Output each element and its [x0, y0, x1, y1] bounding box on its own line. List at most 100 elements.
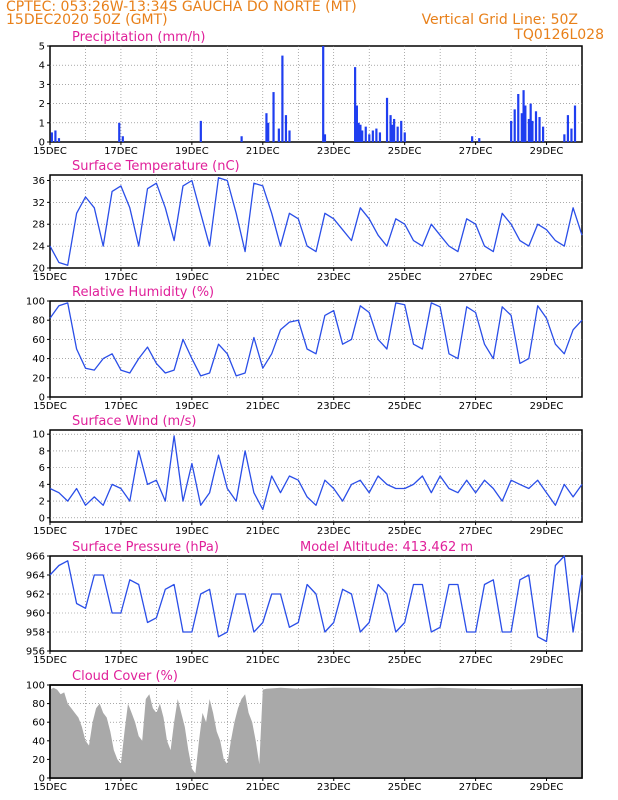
wind-xtick-label: 25DEC	[388, 526, 422, 537]
cloud-cover-xtick-label: 27DEC	[459, 782, 493, 793]
temperature-xtick-label: 15DEC	[33, 272, 67, 283]
precipitation-bar	[393, 118, 396, 142]
humidity-xtick-label: 29DEC	[530, 401, 564, 412]
temperature-xtick-label: 29DEC	[530, 272, 564, 283]
precipitation-bar	[322, 46, 325, 142]
precipitation-ytick-label: 2	[39, 99, 45, 110]
precipitation-bar	[522, 90, 525, 142]
temperature-frame	[49, 174, 583, 269]
precipitation-bar	[529, 103, 532, 142]
precipitation-bar	[265, 113, 268, 142]
temperature-xtick-label: 19DEC	[175, 272, 209, 283]
humidity-xtick-label: 25DEC	[388, 401, 422, 412]
pressure-ytick-label: 964	[26, 571, 45, 582]
precipitation-bar	[385, 97, 389, 142]
pressure-xtick-label: 27DEC	[459, 655, 493, 666]
temperature-xtick-label: 21DEC	[246, 272, 280, 283]
temperature-series-line	[49, 177, 583, 266]
precipitation-bar	[288, 130, 291, 142]
wind-title: Surface Wind (m/s)	[72, 414, 196, 429]
precipitation-bar	[389, 115, 392, 142]
cloud-cover-panel: 0 20 40 60 80 100 15DEC 17DEC 19DEC 21DEC 23DEC 25D…	[26, 669, 583, 793]
precipitation-bar	[563, 134, 566, 142]
precipitation-xtick-label: 17DEC	[104, 146, 138, 157]
cloud-cover-title: Cloud Cover (%)	[72, 669, 178, 684]
humidity-frame	[49, 300, 583, 398]
cloud-cover-ytick-label: 20	[32, 755, 45, 766]
precipitation-bar	[570, 128, 573, 142]
header-model-code: TQ0126L028	[514, 27, 604, 43]
precipitation-bar	[566, 115, 570, 142]
precipitation-bar	[277, 128, 280, 142]
precipitation-bar	[364, 126, 367, 142]
precipitation-bar	[361, 130, 364, 142]
wind-xtick-label: 27DEC	[459, 526, 493, 537]
precipitation-bar	[513, 109, 516, 142]
cloud-cover-xtick-label: 21DEC	[246, 782, 280, 793]
precipitation-bar	[538, 117, 541, 142]
precipitation-bar	[471, 136, 474, 142]
wind-xtick-label: 29DEC	[530, 526, 564, 537]
precipitation-bar	[281, 55, 284, 142]
pressure-ytick-label: 962	[26, 590, 45, 601]
temperature-ytick-label: 24	[32, 242, 45, 253]
wind-xtick-label: 23DEC	[317, 526, 351, 537]
precipitation-bar	[478, 138, 481, 142]
precipitation-bar	[121, 136, 124, 142]
precipitation-bar	[57, 138, 61, 142]
temperature-panel: 20 24 28 32 36 15DEC 17DEC 19DEC 21DEC 23DEC 25DEC…	[32, 159, 583, 283]
header-grid-note: Vertical Grid Line: 50Z	[421, 12, 578, 28]
pressure-frame	[49, 555, 583, 652]
pressure-xtick-label: 25DEC	[388, 655, 422, 666]
pressure-ytick-label: 960	[26, 609, 45, 620]
precipitation-bar	[573, 105, 577, 142]
cloud-cover-ytick-label: 80	[32, 699, 45, 710]
cloud-cover-xtick-label: 23DEC	[317, 782, 351, 793]
precipitation-ytick-label: 1	[39, 118, 45, 129]
pressure-xtick-label: 29DEC	[530, 655, 564, 666]
wind-ytick-label: 0	[39, 513, 45, 524]
wind-xtick-label: 15DEC	[33, 526, 67, 537]
pressure-annotation: Model Altitude: 413.462 m	[300, 540, 473, 555]
precipitation-ytick-label: 3	[39, 80, 45, 91]
precipitation-xtick-label: 23DEC	[317, 146, 351, 157]
precipitation-bar	[400, 120, 403, 142]
wind-ytick-label: 2	[39, 497, 45, 508]
precipitation-bar	[403, 132, 406, 142]
temperature-title: Surface Temperature (nC)	[72, 159, 240, 174]
pressure-panel: 956 958 960 962 964 966 15DEC 17DEC 19DEC 21DEC 23…	[26, 540, 583, 666]
temperature-ytick-label: 36	[32, 176, 45, 187]
temperature-xtick-label: 27DEC	[459, 272, 493, 283]
precipitation-bar	[391, 124, 394, 142]
precipitation-xtick-label: 19DEC	[175, 146, 209, 157]
wind-frame	[49, 429, 583, 523]
pressure-ytick-label: 966	[26, 552, 45, 563]
humidity-xtick-label: 19DEC	[175, 401, 209, 412]
precipitation-bar	[118, 122, 121, 142]
temperature-ytick-label: 32	[32, 198, 45, 209]
precipitation-xtick-label: 25DEC	[388, 146, 422, 157]
precipitation-bar	[240, 136, 243, 142]
cloud-cover-ytick-label: 100	[26, 681, 45, 692]
humidity-title: Relative Humidity (%)	[72, 285, 214, 300]
precipitation-bar	[267, 122, 270, 142]
precipitation-xtick-label: 21DEC	[246, 146, 280, 157]
pressure-ytick-label: 956	[26, 647, 45, 658]
precipitation-bar	[524, 105, 527, 142]
humidity-ytick-label: 0	[39, 393, 45, 404]
precipitation-bar	[531, 120, 534, 142]
precipitation-bar	[396, 126, 399, 142]
humidity-ytick-label: 40	[32, 354, 45, 365]
precipitation-bar	[520, 113, 523, 142]
precipitation-bar	[375, 128, 378, 142]
precipitation-bar	[50, 132, 53, 142]
wind-xtick-label: 19DEC	[175, 526, 209, 537]
precipitation-bar	[272, 92, 275, 142]
cloud-cover-xtick-label: 25DEC	[388, 782, 422, 793]
precipitation-panel: 0 1 2 3 4 5 15DEC 17DEC 19DEC 21DEC 23DEC 25DEC 27DE…	[33, 30, 583, 157]
cloud-cover-xtick-label: 17DEC	[104, 782, 138, 793]
precipitation-bar	[368, 134, 371, 142]
precipitation-ytick-label: 0	[39, 138, 45, 149]
pressure-ytick-label: 958	[26, 628, 45, 639]
